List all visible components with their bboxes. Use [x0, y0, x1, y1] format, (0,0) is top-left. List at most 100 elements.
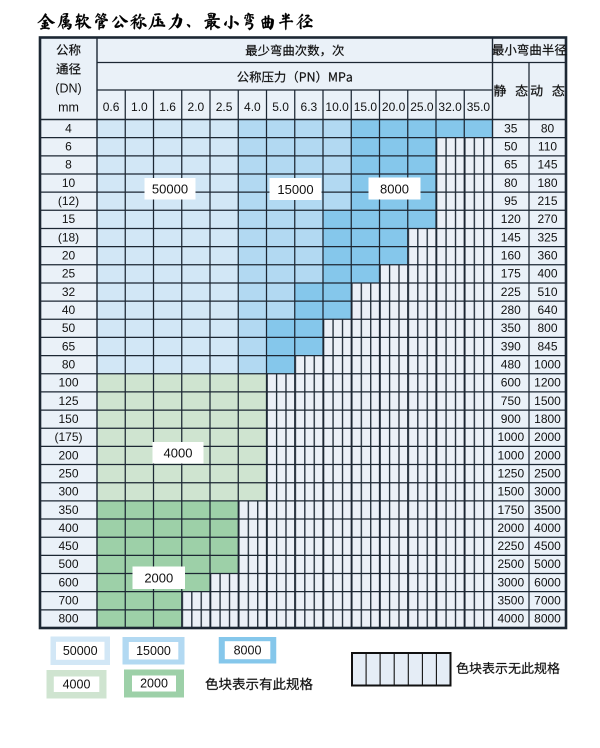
svg-text:15000: 15000	[136, 644, 171, 658]
svg-text:1.0: 1.0	[131, 100, 148, 114]
svg-text:50000: 50000	[152, 182, 188, 197]
svg-text:40: 40	[62, 303, 76, 317]
svg-text:225: 225	[501, 285, 521, 299]
svg-text:2.5: 2.5	[216, 100, 233, 114]
svg-text:15000: 15000	[277, 182, 313, 197]
svg-text:32: 32	[62, 285, 76, 299]
svg-text:6.3: 6.3	[301, 100, 318, 114]
svg-text:640: 640	[537, 303, 557, 317]
svg-text:1500: 1500	[534, 394, 561, 408]
svg-text:110: 110	[538, 140, 557, 154]
svg-text:2000: 2000	[140, 677, 168, 691]
svg-text:1000: 1000	[497, 430, 524, 444]
svg-text:270: 270	[537, 212, 557, 226]
svg-text:2500: 2500	[534, 466, 561, 480]
svg-text:360: 360	[537, 249, 557, 263]
svg-text:800: 800	[58, 612, 78, 626]
svg-text:2250: 2250	[497, 539, 524, 553]
svg-text:2000: 2000	[534, 430, 561, 444]
svg-text:600: 600	[58, 575, 78, 589]
svg-text:(12): (12)	[58, 194, 79, 208]
svg-text:65: 65	[504, 158, 518, 172]
svg-text:1000: 1000	[534, 358, 561, 372]
svg-text:145: 145	[501, 230, 521, 244]
svg-text:1500: 1500	[497, 485, 524, 499]
svg-text:280: 280	[501, 303, 521, 317]
svg-text:10: 10	[62, 176, 76, 190]
svg-text:250: 250	[58, 466, 78, 480]
svg-text:1.6: 1.6	[159, 100, 176, 114]
svg-text:400: 400	[58, 521, 78, 535]
svg-text:175: 175	[501, 267, 521, 281]
svg-text:4.0: 4.0	[244, 100, 261, 114]
svg-text:20: 20	[62, 249, 76, 263]
svg-text:(175): (175)	[54, 430, 82, 444]
svg-text:400: 400	[537, 267, 557, 281]
svg-text:6000: 6000	[534, 575, 561, 589]
svg-text:8000: 8000	[380, 181, 409, 196]
svg-text:125: 125	[58, 394, 78, 408]
svg-text:3000: 3000	[534, 485, 561, 499]
svg-text:845: 845	[537, 339, 557, 353]
svg-text:390: 390	[501, 339, 521, 353]
svg-text:300: 300	[58, 485, 78, 499]
svg-text:325: 325	[537, 230, 557, 244]
svg-text:0.6: 0.6	[103, 100, 120, 114]
svg-text:2.0: 2.0	[188, 100, 205, 114]
svg-text:95: 95	[504, 194, 518, 208]
svg-text:15.0: 15.0	[354, 100, 378, 114]
svg-text:500: 500	[58, 557, 78, 571]
svg-text:800: 800	[537, 321, 557, 335]
svg-text:145: 145	[537, 158, 557, 172]
svg-text:5000: 5000	[534, 557, 561, 571]
svg-text:750: 750	[501, 394, 521, 408]
svg-text:1200: 1200	[534, 376, 561, 390]
svg-text:32.0: 32.0	[438, 100, 462, 114]
svg-text:(18): (18)	[58, 230, 79, 244]
svg-text:160: 160	[501, 249, 521, 263]
svg-text:180: 180	[537, 176, 557, 190]
svg-text:80: 80	[504, 176, 518, 190]
svg-text:35.0: 35.0	[467, 100, 491, 114]
svg-text:1000: 1000	[497, 448, 524, 462]
svg-text:(DN): (DN)	[55, 82, 81, 96]
svg-text:35: 35	[504, 121, 518, 135]
svg-text:100: 100	[58, 376, 78, 390]
svg-text:25: 25	[62, 267, 76, 281]
svg-text:10.0: 10.0	[325, 100, 349, 114]
svg-text:700: 700	[58, 594, 78, 608]
svg-text:8000: 8000	[234, 644, 262, 658]
svg-text:4500: 4500	[534, 539, 561, 553]
svg-text:1750: 1750	[497, 503, 524, 517]
svg-text:80: 80	[62, 358, 76, 372]
svg-text:215: 215	[537, 194, 557, 208]
svg-text:6: 6	[65, 140, 72, 154]
svg-text:600: 600	[501, 376, 521, 390]
svg-text:4000: 4000	[534, 521, 561, 535]
svg-text:3500: 3500	[534, 503, 561, 517]
svg-text:8000: 8000	[534, 612, 561, 626]
svg-text:3000: 3000	[497, 575, 524, 589]
svg-text:25.0: 25.0	[410, 100, 434, 114]
svg-text:200: 200	[58, 448, 78, 462]
svg-text:15: 15	[62, 212, 76, 226]
svg-text:2000: 2000	[144, 571, 173, 586]
svg-text:120: 120	[501, 212, 521, 226]
svg-text:2500: 2500	[497, 557, 524, 571]
svg-text:4: 4	[65, 121, 72, 135]
svg-text:mm: mm	[58, 101, 79, 115]
svg-text:8: 8	[65, 158, 72, 172]
svg-text:50000: 50000	[63, 644, 98, 658]
svg-text:2000: 2000	[534, 448, 561, 462]
svg-text:4000: 4000	[63, 678, 91, 692]
svg-text:80: 80	[541, 121, 555, 135]
svg-text:350: 350	[58, 503, 78, 517]
svg-text:65: 65	[62, 339, 76, 353]
svg-text:3500: 3500	[497, 594, 524, 608]
svg-text:20.0: 20.0	[382, 100, 406, 114]
svg-text:1250: 1250	[497, 466, 524, 480]
svg-text:350: 350	[501, 321, 521, 335]
svg-text:50: 50	[62, 321, 76, 335]
svg-text:1800: 1800	[534, 412, 561, 426]
svg-text:7000: 7000	[534, 594, 561, 608]
